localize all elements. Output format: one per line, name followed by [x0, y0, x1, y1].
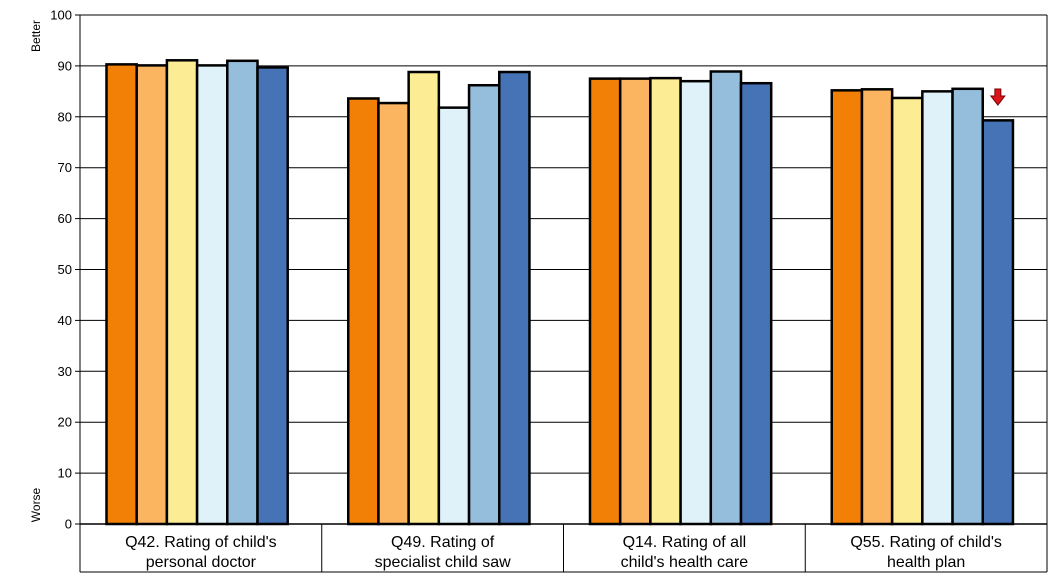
category-label: child's health care: [621, 554, 749, 571]
axes: [75, 14, 1048, 573]
bar-series-2-cat-3: [618, 77, 652, 526]
bar-series-5-cat-2: [467, 83, 501, 526]
bar-series-6-cat-3: [739, 81, 773, 526]
category-label: specialist child saw: [375, 554, 512, 571]
category-label: Q42. Rating of child's: [125, 534, 277, 551]
annotations: [989, 88, 1006, 106]
bar-series-5-cat-4: [951, 87, 984, 526]
category-label: Q55. Rating of child's: [850, 534, 1002, 551]
bar-series-4-cat-4: [921, 90, 954, 526]
y-tick-label: 60: [58, 211, 72, 226]
y-tick-label: 20: [58, 415, 72, 430]
bar-series-2-cat-4: [860, 88, 894, 526]
bar-series-3-cat-1: [165, 59, 199, 526]
y-tick-label: 80: [58, 109, 72, 124]
bar-series-5-cat-1: [226, 59, 259, 526]
bar-series-1-cat-3: [588, 77, 622, 526]
bar-series-2-cat-2: [377, 101, 410, 526]
bar-series-1-cat-2: [347, 97, 380, 526]
bars: [105, 59, 1015, 526]
y-tick-label: 10: [58, 466, 72, 481]
y-tick-label: 50: [58, 262, 72, 277]
category-label: health plan: [887, 554, 965, 571]
category-label: personal doctor: [146, 554, 257, 571]
y-tick-label: 100: [50, 8, 72, 23]
bar-series-3-cat-3: [649, 76, 682, 526]
category-label: Q14. Rating of all: [623, 534, 747, 551]
bar-series-2-cat-1: [135, 64, 169, 526]
bar-series-1-cat-4: [830, 89, 864, 526]
y-tick-label: 30: [58, 364, 72, 379]
category-label: Q49. Rating of: [391, 534, 495, 551]
y-bottom-label: Worse: [29, 487, 43, 522]
bar-series-4-cat-1: [195, 64, 229, 526]
bar-series-6-cat-2: [498, 70, 531, 526]
y-tick-label: 0: [65, 517, 72, 532]
y-tick-label: 70: [58, 160, 72, 175]
bar-series-6-cat-1: [256, 66, 289, 526]
bar-series-3-cat-2: [407, 70, 441, 526]
bar-series-1-cat-1: [105, 63, 138, 526]
category-labels: Q42. Rating of child's personal doctor Q49…: [125, 534, 1002, 571]
bar-series-4-cat-2: [437, 106, 471, 526]
bar-series-5-cat-3: [709, 70, 743, 526]
y-top-label: Better: [29, 20, 43, 52]
down-arrow-icon: [989, 88, 1006, 106]
y-tick-labels: 0 10 20 30 40 50 60 70 80 90 100: [50, 8, 72, 532]
bar-series-6-cat-4: [981, 119, 1015, 526]
y-tick-label: 90: [58, 58, 72, 73]
y-tick-label: 40: [58, 313, 72, 328]
down-arrow-shape: [989, 88, 1006, 106]
bar-series-3-cat-4: [890, 96, 924, 526]
bar-series-4-cat-3: [679, 79, 713, 526]
